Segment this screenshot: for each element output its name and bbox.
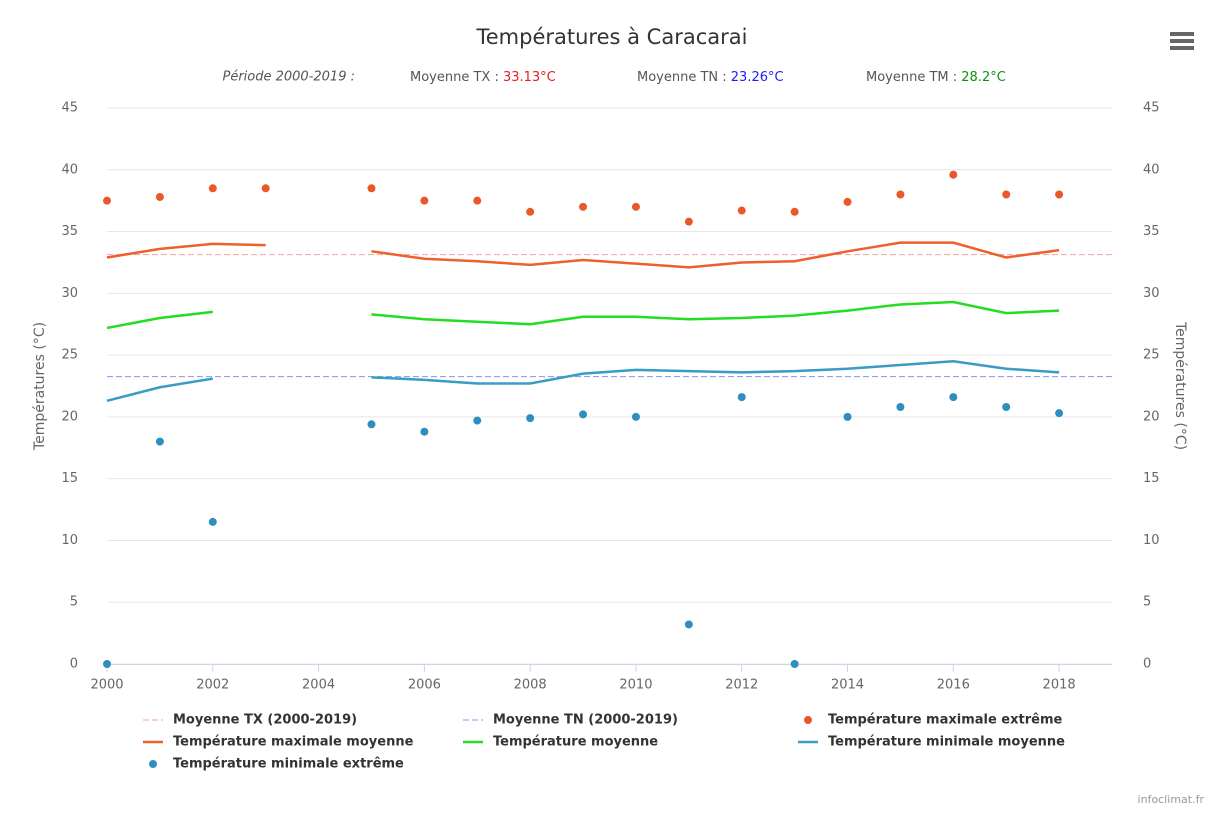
subtitle-label: Moyenne TX : <box>410 70 503 85</box>
y-tick-label: 0 <box>70 657 78 672</box>
data-point <box>261 184 270 193</box>
series-line <box>106 300 1060 330</box>
y2-tick-label: 45 <box>1143 101 1160 116</box>
y2-tick-label: 10 <box>1143 533 1160 548</box>
subtitle-period: Période 2000-2019 : <box>222 70 355 85</box>
data-point <box>155 192 164 201</box>
data-point <box>208 517 217 526</box>
series-line <box>106 241 1060 269</box>
data-point <box>631 412 640 421</box>
credit: infoclimat.fr <box>1138 793 1205 806</box>
y-tick-label: 25 <box>61 348 78 363</box>
data-point <box>737 206 746 215</box>
subtitle-value: 23.26°C <box>731 70 784 85</box>
menu-bar[interactable] <box>1170 46 1194 50</box>
subtitle-text: Moyenne TN : 23.26°C <box>637 70 784 85</box>
menu-bar[interactable] <box>1170 32 1194 36</box>
legend-label: Moyenne TN (2000-2019) <box>493 713 678 728</box>
subtitle-text: Moyenne TM : 28.2°C <box>866 70 1006 85</box>
data-point <box>103 196 111 205</box>
x-tick-label: 2004 <box>302 678 335 693</box>
x-tick-label: 2000 <box>90 678 123 693</box>
legend-symbol <box>149 760 157 768</box>
data-point <box>896 190 905 199</box>
x-tick-label: 2010 <box>619 678 652 693</box>
menu-button[interactable] <box>1170 32 1194 50</box>
subtitle-label: Moyenne TN : <box>637 70 731 85</box>
data-point <box>579 202 588 211</box>
subtitle-label: Moyenne TM : <box>866 70 961 85</box>
x-tick-label: 2014 <box>831 678 864 693</box>
legend-symbol <box>804 716 812 724</box>
data-point <box>949 393 958 402</box>
y2-tick-label: 25 <box>1143 348 1160 363</box>
x-tick-label: 2008 <box>514 678 547 693</box>
subtitle-text: Moyenne TX : 33.13°C <box>410 70 556 85</box>
data-point <box>949 170 958 179</box>
y2-tick-label: 5 <box>1143 595 1151 610</box>
subtitle-value: 28.2°C <box>961 70 1006 85</box>
data-point <box>367 420 376 429</box>
data-point <box>155 437 164 446</box>
legend-label: Température maximale moyenne <box>173 735 414 750</box>
chart-title: Températures à Caracarai <box>476 25 748 49</box>
y2-tick-label: 35 <box>1143 224 1160 239</box>
y-tick-label: 15 <box>61 471 78 486</box>
data-point <box>208 184 217 193</box>
subtitle-value: 33.13°C <box>503 70 556 85</box>
data-point <box>526 414 535 423</box>
y2-axis-label: Températures (°C) <box>1172 321 1188 450</box>
data-point <box>843 412 852 421</box>
data-point <box>473 196 482 205</box>
data-point <box>1002 403 1011 412</box>
series-line <box>106 360 1060 403</box>
data-point <box>1055 409 1064 418</box>
legend-label: Température minimale extrême <box>173 757 404 772</box>
x-tick-label: 2002 <box>196 678 229 693</box>
y-tick-label: 5 <box>70 595 78 610</box>
menu-bar[interactable] <box>1170 39 1194 43</box>
y2-tick-label: 0 <box>1143 657 1151 672</box>
data-point <box>896 403 905 412</box>
legend-label: Moyenne TX (2000-2019) <box>173 713 357 728</box>
y-tick-label: 20 <box>61 409 78 424</box>
data-point <box>420 427 429 436</box>
x-tick-label: 2006 <box>408 678 441 693</box>
data-point <box>843 197 852 206</box>
y-tick-label: 35 <box>61 224 78 239</box>
data-point <box>103 660 111 668</box>
data-point <box>473 416 482 425</box>
y2-tick-label: 15 <box>1143 471 1160 486</box>
y-tick-label: 45 <box>61 101 78 116</box>
data-point <box>737 393 746 402</box>
x-tick-label: 2016 <box>937 678 970 693</box>
data-point <box>790 207 799 216</box>
data-point <box>579 410 588 419</box>
data-point <box>684 620 693 629</box>
y2-tick-label: 30 <box>1143 286 1160 301</box>
data-point <box>1055 190 1064 199</box>
y2-tick-label: 40 <box>1143 162 1160 177</box>
y-tick-label: 10 <box>61 533 78 548</box>
data-point <box>684 217 693 226</box>
x-tick-label: 2018 <box>1043 678 1076 693</box>
y-tick-label: 30 <box>61 286 78 301</box>
data-point <box>526 207 535 216</box>
data-point <box>631 202 640 211</box>
y-tick-label: 40 <box>61 162 78 177</box>
legend-label: Température minimale moyenne <box>828 735 1065 750</box>
legend-label: Température moyenne <box>493 735 658 750</box>
y2-tick-label: 20 <box>1143 409 1160 424</box>
data-point <box>790 660 799 668</box>
legend-label: Température maximale extrême <box>828 713 1063 728</box>
y-axis-label: Températures (°C) <box>32 322 48 451</box>
data-point <box>367 184 376 193</box>
data-point <box>420 196 429 205</box>
x-tick-label: 2012 <box>725 678 758 693</box>
data-point <box>1002 190 1011 199</box>
